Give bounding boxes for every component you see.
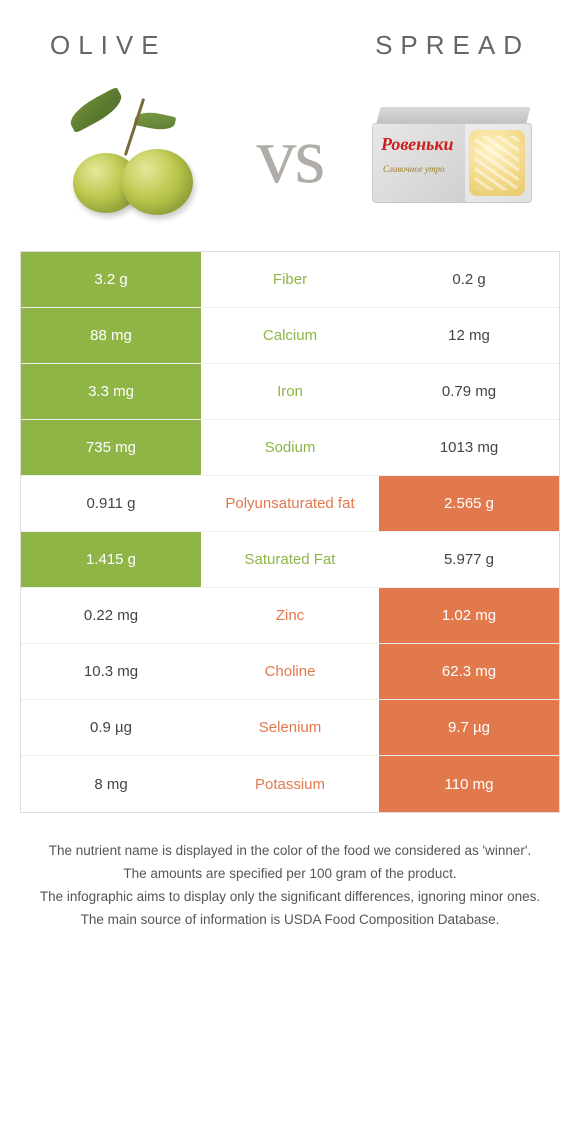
nutrient-label: Calcium bbox=[201, 308, 379, 363]
value-left: 0.22 mg bbox=[21, 588, 201, 643]
value-right: 9.7 µg bbox=[379, 700, 559, 755]
table-row: 0.9 µgSelenium9.7 µg bbox=[21, 700, 559, 756]
value-right: 2.565 g bbox=[379, 476, 559, 531]
note-line: The main source of information is USDA F… bbox=[38, 910, 542, 931]
value-right: 5.977 g bbox=[379, 532, 559, 587]
table-row: 735 mgSodium1013 mg bbox=[21, 420, 559, 476]
nutrient-label: Saturated Fat bbox=[201, 532, 379, 587]
value-left: 3.2 g bbox=[21, 252, 201, 307]
value-right: 0.2 g bbox=[379, 252, 559, 307]
nutrient-label: Potassium bbox=[201, 756, 379, 812]
value-left: 8 mg bbox=[21, 756, 201, 812]
value-left: 10.3 mg bbox=[21, 644, 201, 699]
note-line: The nutrient name is displayed in the co… bbox=[38, 841, 542, 862]
brand-text: Ровеньки bbox=[381, 134, 454, 155]
nutrient-label: Choline bbox=[201, 644, 379, 699]
note-line: The amounts are specified per 100 gram o… bbox=[38, 864, 542, 885]
nutrient-label: Iron bbox=[201, 364, 379, 419]
value-right: 0.79 mg bbox=[379, 364, 559, 419]
titles-row: OLIVE SPREAD bbox=[20, 20, 560, 81]
value-right: 12 mg bbox=[379, 308, 559, 363]
value-right: 110 mg bbox=[379, 756, 559, 812]
note-line: The infographic aims to display only the… bbox=[38, 887, 542, 908]
spread-image: Ровеньки Сливочное утро bbox=[370, 91, 540, 221]
value-left: 3.3 mg bbox=[21, 364, 201, 419]
table-row: 88 mgCalcium12 mg bbox=[21, 308, 559, 364]
footer-notes: The nutrient name is displayed in the co… bbox=[20, 813, 560, 931]
table-row: 1.415 gSaturated Fat5.977 g bbox=[21, 532, 559, 588]
table-row: 3.3 mgIron0.79 mg bbox=[21, 364, 559, 420]
value-left: 0.911 g bbox=[21, 476, 201, 531]
value-right: 1013 mg bbox=[379, 420, 559, 475]
table-row: 0.22 mgZinc1.02 mg bbox=[21, 588, 559, 644]
value-left: 88 mg bbox=[21, 308, 201, 363]
olive-image bbox=[40, 91, 210, 221]
nutrient-label: Selenium bbox=[201, 700, 379, 755]
nutrient-label: Fiber bbox=[201, 252, 379, 307]
nutrient-label: Sodium bbox=[201, 420, 379, 475]
value-left: 0.9 µg bbox=[21, 700, 201, 755]
comparison-table: 3.2 gFiber0.2 g88 mgCalcium12 mg3.3 mgIr… bbox=[20, 251, 560, 813]
vs-label: vs bbox=[256, 111, 323, 202]
value-right: 1.02 mg bbox=[379, 588, 559, 643]
brand-subtext: Сливочное утро bbox=[383, 164, 444, 174]
table-row: 8 mgPotassium110 mg bbox=[21, 756, 559, 812]
value-right: 62.3 mg bbox=[379, 644, 559, 699]
table-row: 0.911 gPolyunsaturated fat2.565 g bbox=[21, 476, 559, 532]
value-left: 1.415 g bbox=[21, 532, 201, 587]
nutrient-label: Zinc bbox=[201, 588, 379, 643]
table-row: 3.2 gFiber0.2 g bbox=[21, 252, 559, 308]
title-right: SPREAD bbox=[375, 30, 530, 61]
value-left: 735 mg bbox=[21, 420, 201, 475]
title-left: OLIVE bbox=[50, 30, 167, 61]
nutrient-label: Polyunsaturated fat bbox=[201, 476, 379, 531]
hero-row: vs Ровеньки Сливочное утро bbox=[20, 81, 560, 251]
table-row: 10.3 mgCholine62.3 mg bbox=[21, 644, 559, 700]
